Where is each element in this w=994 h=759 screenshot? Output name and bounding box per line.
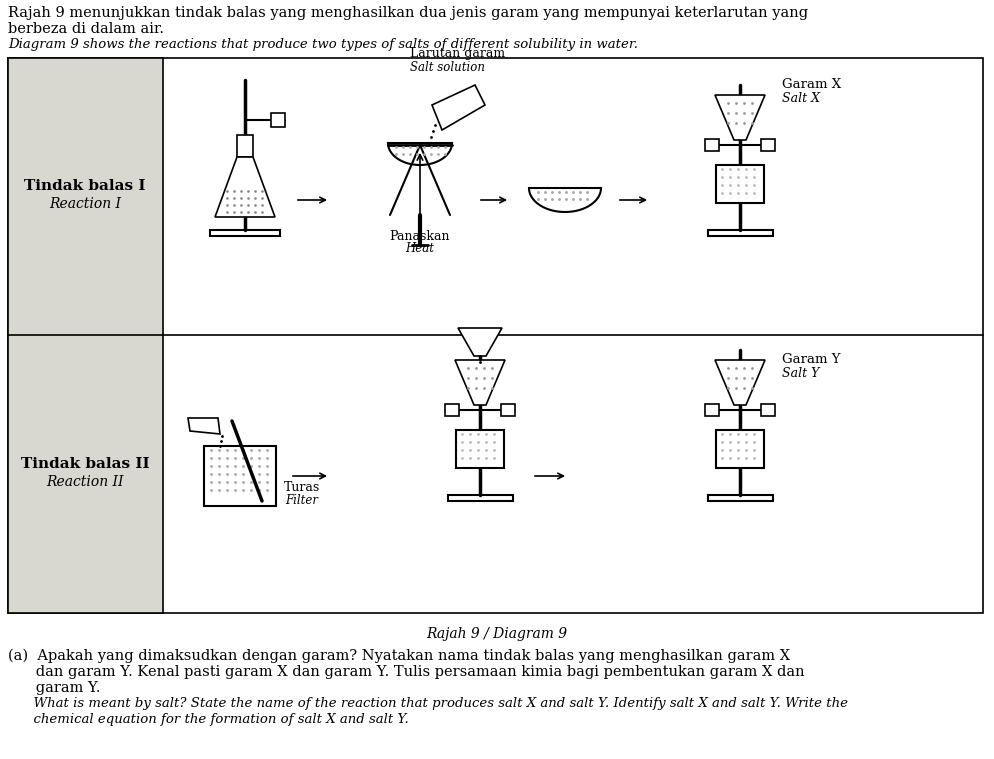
Text: Garam X: Garam X	[781, 78, 840, 91]
Bar	[760, 404, 774, 416]
Bar	[705, 404, 719, 416]
Bar	[8, 58, 982, 613]
Text: chemical equation for the formation of salt X and salt Y.: chemical equation for the formation of s…	[8, 713, 409, 726]
Bar	[204, 446, 275, 506]
Text: Salt Y: Salt Y	[781, 367, 818, 380]
Bar	[501, 404, 515, 416]
Polygon shape	[215, 187, 274, 217]
Polygon shape	[454, 360, 505, 405]
Text: Turas: Turas	[283, 481, 320, 494]
Bar	[708, 230, 772, 236]
Text: Garam Y: Garam Y	[781, 353, 840, 366]
Text: Larutan garam: Larutan garam	[410, 47, 505, 60]
Text: Salt solution: Salt solution	[410, 61, 484, 74]
Text: Filter: Filter	[285, 494, 318, 507]
Text: dan garam Y. Kenal pasti garam X dan garam Y. Tulis persamaan kimia bagi pembent: dan garam Y. Kenal pasti garam X dan gar…	[8, 665, 804, 679]
Polygon shape	[215, 157, 274, 217]
Text: Diagram 9 shows the reactions that produce two types of salts of different solub: Diagram 9 shows the reactions that produ…	[8, 38, 637, 51]
Text: (a)  Apakah yang dimaksudkan dengan garam? Nyatakan nama tindak balas yang mengh: (a) Apakah yang dimaksudkan dengan garam…	[8, 649, 789, 663]
Bar	[237, 135, 252, 157]
Polygon shape	[188, 418, 220, 434]
Text: Panaskan: Panaskan	[390, 230, 450, 243]
Text: berbeza di dalam air.: berbeza di dalam air.	[8, 22, 164, 36]
Text: Rajah 9 / Diagram 9: Rajah 9 / Diagram 9	[426, 627, 567, 641]
Bar	[455, 430, 504, 468]
Polygon shape	[715, 95, 764, 140]
Polygon shape	[457, 328, 502, 356]
Text: What is meant by salt? State the name of the reaction that produces salt X and s: What is meant by salt? State the name of…	[8, 697, 847, 710]
Bar	[760, 139, 774, 151]
Bar	[708, 495, 772, 501]
Polygon shape	[431, 85, 484, 130]
Text: Heat: Heat	[406, 242, 434, 255]
Bar	[716, 165, 763, 203]
Bar	[705, 139, 719, 151]
Bar	[447, 495, 513, 501]
Text: Tindak balas I: Tindak balas I	[24, 179, 145, 193]
Text: garam Y.: garam Y.	[8, 681, 100, 695]
Text: Reaction I: Reaction I	[49, 197, 121, 211]
Bar	[8, 58, 163, 613]
Bar	[270, 113, 284, 127]
Polygon shape	[715, 360, 764, 405]
Text: Rajah 9 menunjukkan tindak balas yang menghasilkan dua jenis garam yang mempunya: Rajah 9 menunjukkan tindak balas yang me…	[8, 6, 807, 20]
Bar	[210, 230, 279, 236]
Text: Tindak balas II: Tindak balas II	[21, 457, 149, 471]
Bar	[716, 430, 763, 468]
Text: Salt X: Salt X	[781, 92, 819, 105]
Bar	[444, 404, 458, 416]
Text: Reaction II: Reaction II	[46, 475, 123, 489]
